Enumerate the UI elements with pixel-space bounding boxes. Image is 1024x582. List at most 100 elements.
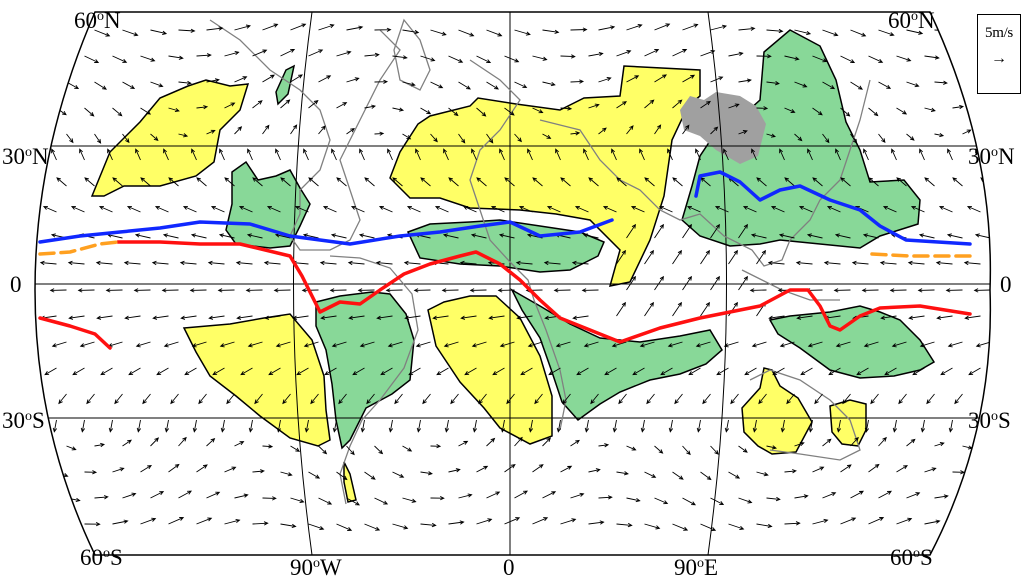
wind-vector [266, 205, 281, 213]
wind-vector [245, 288, 263, 293]
wind-vector [420, 177, 431, 187]
wind-vector [560, 177, 571, 187]
wind-vector [728, 523, 745, 530]
wind-vector [975, 341, 991, 348]
scale-arrow-icon: → [991, 50, 1007, 67]
wind-vector [822, 81, 836, 90]
wind-vector [140, 55, 156, 62]
wind-vector [346, 128, 355, 135]
wind-vector [850, 81, 864, 90]
wind-vector [602, 205, 617, 213]
wind-vector [122, 492, 137, 499]
wind-vector [947, 148, 953, 161]
yellow-region-australia-west [741, 367, 813, 455]
wind-vector [654, 23, 671, 31]
wind-vector [290, 74, 303, 83]
wind-vector [308, 177, 319, 187]
wind-vector [823, 260, 841, 266]
wind-vector [710, 76, 724, 83]
wind-vector [415, 341, 431, 348]
wind-vector [336, 523, 353, 531]
lat-label-60s-left: 60oS [80, 545, 123, 570]
wind-vector [254, 393, 263, 405]
wind-vector [532, 517, 549, 525]
wind-vector [84, 107, 95, 117]
wind-vector [234, 24, 251, 31]
wind-vector [644, 523, 661, 530]
wind-vector [404, 315, 421, 320]
wind-vector [100, 367, 113, 376]
wind-vector [963, 260, 981, 266]
wind-vector [700, 471, 712, 481]
wind-vector [282, 393, 291, 405]
wind-vector [486, 437, 496, 447]
wind-vector [247, 341, 263, 348]
wind-vector [543, 260, 561, 266]
wind-vector [234, 441, 245, 447]
wind-vector [150, 437, 160, 447]
wind-vector [280, 177, 291, 187]
wind-vector [430, 29, 447, 36]
wind-vector [672, 99, 683, 109]
wind-vector [616, 471, 629, 476]
wind-vector [919, 341, 935, 348]
wind-vector [616, 249, 626, 265]
wind-vector [672, 177, 683, 187]
wind-vector [560, 518, 577, 525]
wind-vector [756, 54, 772, 59]
wind-vector [842, 393, 851, 405]
wind-vector [710, 24, 728, 31]
wind-vector [800, 367, 813, 376]
wind-vector [686, 205, 701, 213]
wind-vector [518, 205, 533, 213]
wind-vector [646, 393, 655, 405]
wind-vector [906, 81, 920, 88]
lon-line-90e [707, 12, 727, 555]
wind-vector [542, 81, 556, 87]
wind-vector [504, 517, 521, 525]
coast-australia [749, 369, 861, 461]
wind-vector [450, 393, 459, 405]
wind-vector [458, 493, 473, 499]
wind-vector [499, 341, 515, 348]
wind-vector [264, 315, 281, 320]
wind-vector [570, 27, 588, 32]
wind-vector [644, 177, 655, 187]
wind-vector [836, 419, 842, 433]
wind-vector [220, 419, 226, 433]
wind-vector [640, 419, 646, 433]
wind-vector [794, 441, 805, 447]
orange-dash-east [870, 252, 972, 258]
wind-vector [766, 28, 784, 34]
wind-vector [79, 341, 95, 348]
green-region-s-indian [510, 288, 723, 422]
wind-vector [534, 393, 543, 405]
wind-vector [247, 148, 253, 161]
wind-vector [44, 367, 57, 376]
coast-north-america [209, 19, 401, 251]
lat-label-0-right: 0 [1000, 272, 1012, 297]
wind-vector [178, 133, 189, 138]
wind-vector [42, 205, 57, 213]
yellow-region-australia-east [829, 399, 867, 447]
wind-vector [588, 177, 599, 187]
wind-vector [936, 315, 953, 320]
wind-vector [889, 288, 907, 293]
wind-vector [296, 367, 309, 376]
wind-vector [280, 471, 293, 477]
wind-vector [408, 367, 421, 376]
wind-vector [403, 260, 421, 266]
wind-vector [122, 439, 132, 447]
wind-vector [630, 205, 645, 213]
wind-vector [442, 233, 459, 239]
wind-vector [639, 148, 645, 161]
wind-vector [626, 275, 636, 291]
wind-vector [430, 495, 445, 501]
wind-vector [364, 471, 376, 480]
wind-vector [56, 55, 72, 63]
wind-vector [514, 436, 523, 447]
wind-vector [448, 468, 461, 473]
wind-vector [196, 105, 209, 110]
wind-vector [794, 133, 803, 142]
